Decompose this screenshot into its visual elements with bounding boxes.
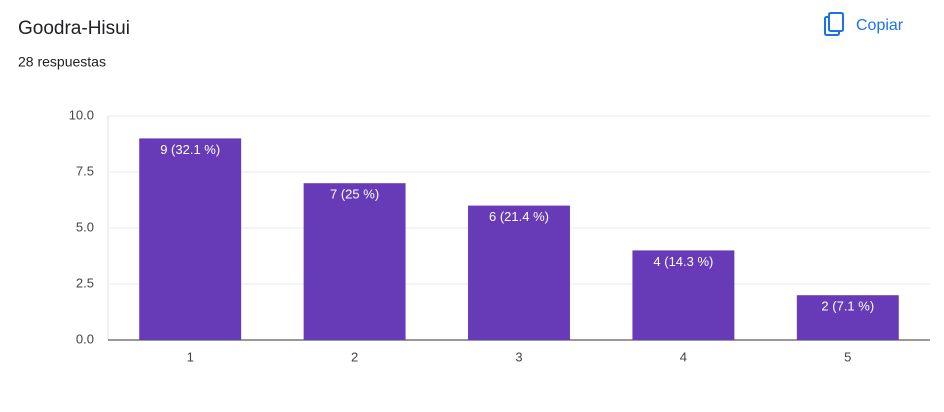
x-tick-label: 4 — [680, 349, 687, 364]
copy-button[interactable]: Copiar — [810, 8, 926, 44]
x-tick-label: 2 — [351, 349, 358, 364]
data-label: 2 (7.1 %) — [821, 299, 874, 314]
data-label: 7 (25 %) — [330, 187, 379, 202]
bar — [468, 205, 570, 340]
bar — [303, 183, 406, 340]
y-tick-label: 2.5 — [76, 275, 94, 290]
bar — [796, 295, 899, 340]
y-tick-label: 0.0 — [76, 331, 94, 346]
copy-label[interactable]: Copiar — [856, 17, 904, 34]
data-label: 6 (21.4 %) — [489, 209, 549, 224]
bar — [139, 138, 242, 340]
x-tick-label: 1 — [187, 349, 194, 364]
y-tick-label: 7.5 — [76, 163, 94, 178]
bar — [632, 250, 735, 340]
data-label: 4 (14.3 %) — [653, 254, 713, 269]
x-tick-label: 3 — [515, 349, 522, 364]
x-tick-label: 5 — [844, 349, 851, 364]
y-tick-label: 5.0 — [76, 219, 94, 234]
chart-title: Goodra-Hisui — [18, 18, 130, 39]
data-label: 9 (32.1 %) — [160, 142, 220, 157]
y-tick-label: 10.0 — [69, 107, 94, 122]
copy-icon — [828, 12, 844, 32]
chart-subtitle: 28 respuestas — [18, 54, 106, 70]
